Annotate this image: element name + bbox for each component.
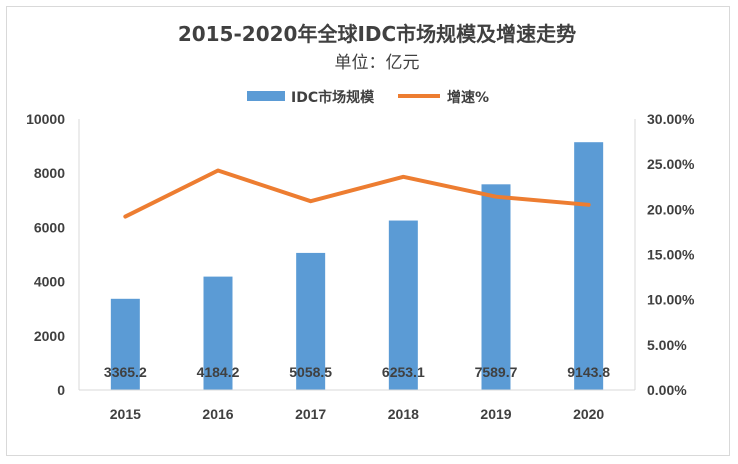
y-left-tick-label: 8000 bbox=[34, 165, 65, 181]
bar bbox=[203, 276, 233, 390]
legend: IDC市场规模 增速% bbox=[247, 89, 489, 106]
x-tick-label: 2016 bbox=[202, 406, 233, 422]
chart-svg: 2015-2020年全球IDC市场规模及增速走势 单位：亿元 IDC市场规模 增… bbox=[26, 22, 695, 422]
chart-title: 2015-2020年全球IDC市场规模及增速走势 bbox=[178, 22, 576, 46]
y-right-tick-label: 25.00% bbox=[647, 156, 695, 172]
bar-data-label: 3365.2 bbox=[104, 364, 147, 380]
growth-line bbox=[123, 168, 591, 219]
bar-data-label: 7589.7 bbox=[475, 364, 518, 380]
bar bbox=[296, 252, 326, 390]
y-right-tick-label: 10.00% bbox=[647, 292, 695, 308]
x-tick-label: 2017 bbox=[295, 406, 326, 422]
y-left-tick-label: 6000 bbox=[34, 219, 65, 235]
x-tick-label: 2020 bbox=[573, 406, 604, 422]
bar bbox=[481, 184, 511, 390]
bar bbox=[110, 298, 140, 390]
y-left-tick-label: 4000 bbox=[34, 274, 65, 290]
y-left-tick-label: 0 bbox=[57, 382, 65, 398]
bar-data-label: 4184.2 bbox=[197, 364, 240, 380]
legend-swatch-bar bbox=[247, 91, 285, 101]
plot-area: 0 2000 4000 6000 8000 10000 0.00% 5.00% 10.00% 15… bbox=[26, 111, 695, 422]
legend-label-bar: IDC市场规模 bbox=[291, 89, 375, 106]
bar-data-label: 5058.5 bbox=[289, 364, 332, 380]
y-right-tick-label: 5.00% bbox=[647, 337, 687, 353]
y-right-tick-label: 0.00% bbox=[647, 382, 687, 398]
y-right-tick-label: 20.00% bbox=[647, 201, 695, 217]
legend-label-line: 增速% bbox=[447, 89, 489, 106]
x-tick-label: 2018 bbox=[388, 406, 419, 422]
bar bbox=[388, 220, 418, 390]
chart-subtitle: 单位：亿元 bbox=[335, 53, 420, 73]
y-right-tick-label: 30.00% bbox=[647, 111, 695, 127]
chart-frame: 2015-2020年全球IDC市场规模及增速走势 单位：亿元 IDC市场规模 增… bbox=[6, 6, 730, 456]
x-tick-label: 2015 bbox=[110, 406, 141, 422]
bar-data-label: 6253.1 bbox=[382, 364, 425, 380]
y-left-tick-label: 2000 bbox=[34, 328, 65, 344]
y-right-tick-label: 15.00% bbox=[647, 247, 695, 263]
bar-data-label: 9143.8 bbox=[567, 364, 610, 380]
y-left-tick-label: 10000 bbox=[26, 111, 65, 127]
x-tick-label: 2019 bbox=[480, 406, 511, 422]
bar bbox=[574, 142, 604, 390]
